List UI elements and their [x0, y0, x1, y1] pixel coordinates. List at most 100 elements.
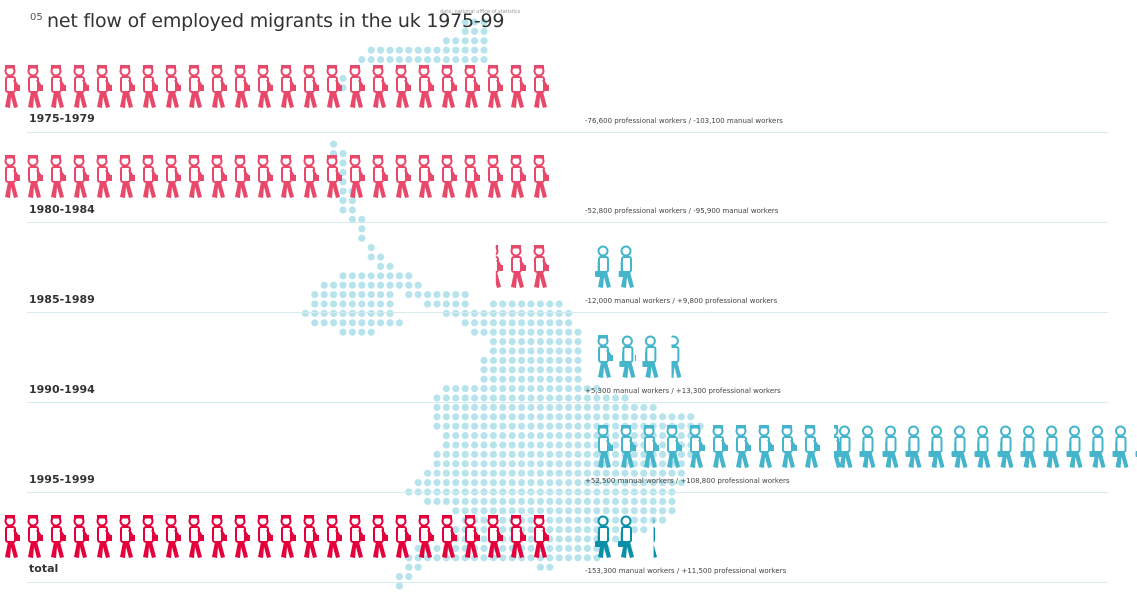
map-dot [442, 394, 450, 402]
manual-worker-icon [487, 65, 503, 108]
map-dot [555, 469, 563, 477]
row-label: 1995-1999 [29, 473, 95, 486]
manual-worker-icon [50, 65, 66, 108]
map-dot [527, 432, 535, 440]
map-dot [659, 422, 667, 430]
manual-worker-icon [349, 65, 365, 108]
map-dot [499, 516, 507, 524]
map-dot [348, 272, 356, 280]
map-dot [583, 507, 592, 515]
map-dot [377, 272, 385, 280]
map-dot [499, 385, 507, 393]
professional-worker-icon [1066, 425, 1083, 468]
map-dot [508, 413, 516, 421]
map-dot [555, 544, 563, 553]
map-dot [536, 319, 545, 327]
map-dot [640, 507, 648, 515]
map-dot [668, 497, 676, 505]
manual-worker-icon [326, 155, 342, 198]
map-dot [536, 356, 545, 364]
map-dot [518, 338, 526, 346]
map-dot [555, 403, 563, 411]
map-dot [442, 450, 450, 458]
map-dot [339, 197, 347, 205]
manual-worker-icon [27, 155, 43, 198]
professional-worker-icon [595, 515, 611, 558]
map-dot [386, 46, 394, 54]
map-dot [536, 450, 545, 458]
map-dot [659, 516, 667, 524]
map-dot [424, 469, 432, 477]
map-dot [489, 497, 497, 505]
map-dot [377, 319, 385, 327]
manual-worker-icon [73, 65, 89, 108]
map-dot [480, 394, 488, 402]
map-dot [621, 394, 629, 402]
map-dot [348, 328, 356, 336]
map-dot [377, 300, 385, 308]
map-dot [367, 244, 375, 252]
map-dot [414, 281, 422, 289]
map-dot [452, 394, 460, 402]
map-dot [461, 469, 469, 477]
map-dot [395, 46, 403, 54]
map-dot [508, 328, 516, 336]
map-dot [377, 291, 385, 299]
map-dot [555, 309, 563, 317]
manual-worker-icon [643, 425, 659, 468]
map-dot [565, 450, 573, 458]
map-dot [621, 469, 629, 477]
map-dot [499, 432, 507, 440]
map-dot [546, 309, 554, 317]
map-dot [593, 479, 601, 487]
map-dot [508, 497, 516, 505]
map-dot [499, 460, 507, 468]
map-dot [339, 150, 347, 158]
map-dot [499, 328, 507, 336]
professional-worker-icon [618, 515, 634, 558]
map-dot [536, 507, 545, 515]
map-dot [527, 356, 535, 364]
map-dot [442, 56, 450, 64]
map-dot [499, 497, 507, 505]
map-dot [508, 366, 516, 374]
map-dot [536, 366, 545, 374]
map-dot [461, 309, 469, 317]
map-dot [555, 385, 563, 393]
map-dot [433, 403, 441, 411]
map-dot [546, 507, 554, 515]
map-dot [499, 507, 507, 515]
map-dot [527, 394, 535, 402]
map-dot [367, 309, 375, 317]
row-note: -52,800 professional workers / -95,900 m… [585, 207, 779, 215]
map-dot [565, 328, 573, 336]
manual-worker-icon [349, 155, 365, 198]
map-dot [536, 403, 545, 411]
map-dot [565, 432, 573, 440]
map-dot [480, 56, 488, 64]
map-dot [630, 432, 639, 440]
manual-worker-icon [303, 155, 319, 198]
map-dot [668, 469, 676, 477]
map-dot [499, 375, 507, 383]
map-dot [574, 469, 582, 477]
map-dot [461, 497, 469, 505]
map-dot [442, 309, 450, 317]
map-dot [546, 526, 554, 534]
map-dot [433, 497, 441, 505]
map-dot [499, 338, 507, 346]
manual-worker-icon [326, 65, 342, 108]
map-dot [499, 441, 507, 449]
map-dot [508, 385, 516, 393]
map-dot [527, 338, 535, 346]
map-dot [621, 403, 629, 411]
map-dot [546, 328, 554, 336]
map-dot [348, 206, 356, 214]
map-dot [565, 366, 573, 374]
map-dot [621, 497, 629, 505]
map-dot [612, 460, 620, 468]
map-dot [640, 479, 648, 487]
map-dot [452, 460, 460, 468]
map-dot [348, 300, 356, 308]
map-dot [367, 328, 375, 336]
